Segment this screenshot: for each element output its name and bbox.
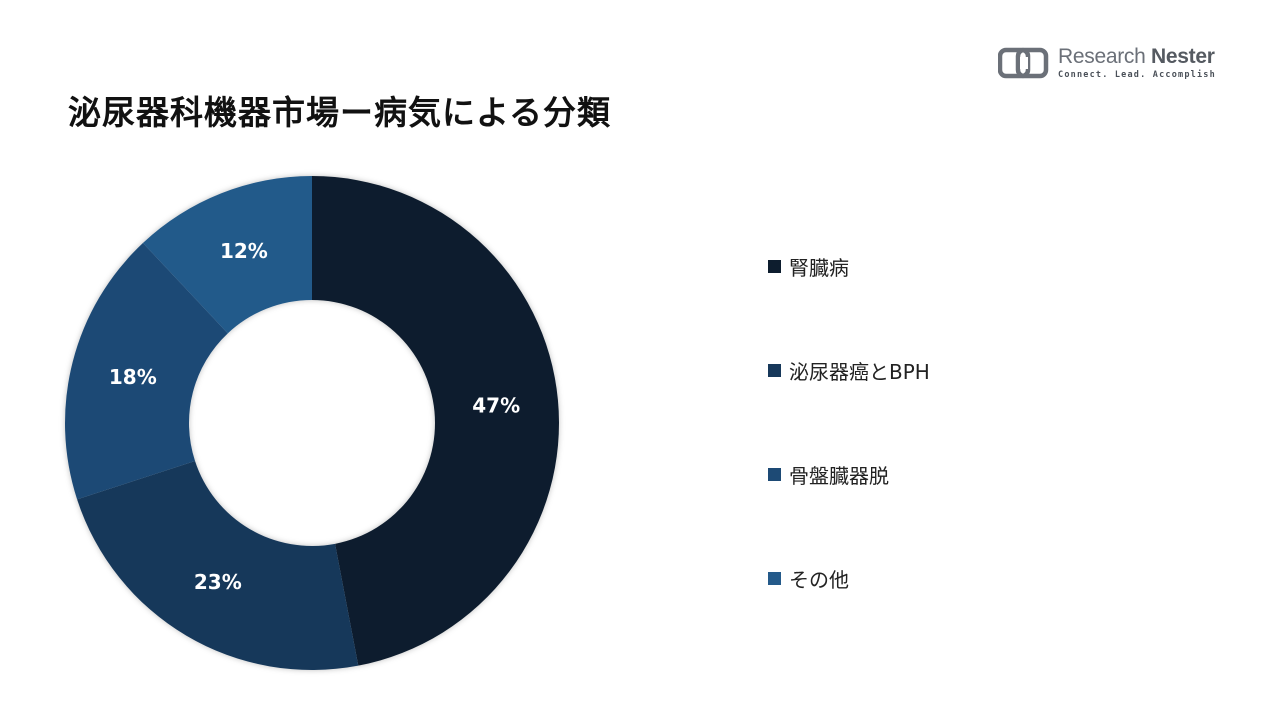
legend-label: 泌尿器癌とBPH xyxy=(789,359,930,384)
logo-name-part1: Research xyxy=(1058,45,1146,68)
legend-label: 腎臓病 xyxy=(789,255,849,280)
donut-slice-3 xyxy=(65,242,228,500)
logo-name-part2: Nester xyxy=(1151,45,1215,68)
donut-slice-2 xyxy=(77,461,359,670)
chart-legend: 腎臓病泌尿器癌とBPH 骨盤臓器脱その他 xyxy=(768,248,930,664)
donut-slice-1 xyxy=(312,176,559,666)
legend-item-2: 泌尿器癌とBPH xyxy=(768,352,930,388)
research-nester-logo: Research Nester Connect. Lead. Accomplis… xyxy=(998,46,1216,80)
data-label-1: 47% xyxy=(472,394,520,418)
legend-item-3: 骨盤臓器脱 xyxy=(768,456,930,492)
legend-item-1: 腎臓病 xyxy=(768,248,930,284)
legend-swatch xyxy=(768,467,781,481)
chart-title: 泌尿器科機器市場ー病気による分類 xyxy=(68,93,612,132)
legend-swatch xyxy=(768,259,781,273)
research-nester-logo-icon xyxy=(998,47,1049,78)
legend-swatch xyxy=(768,363,781,377)
data-label-3: 18% xyxy=(109,365,157,389)
donut-chart: 47% 23% 18% 12% xyxy=(65,176,559,670)
logo-tagline: Connect. Lead. Accomplish xyxy=(1058,70,1216,80)
legend-label: 骨盤臓器脱 xyxy=(789,463,889,488)
data-label-2: 23% xyxy=(194,570,242,594)
legend-label: その他 xyxy=(789,567,849,592)
data-label-4: 12% xyxy=(220,239,268,263)
legend-swatch xyxy=(768,571,781,585)
logo-name: Research Nester xyxy=(1058,46,1216,67)
donut-slice-4 xyxy=(142,176,312,334)
legend-item-4: その他 xyxy=(768,560,930,596)
